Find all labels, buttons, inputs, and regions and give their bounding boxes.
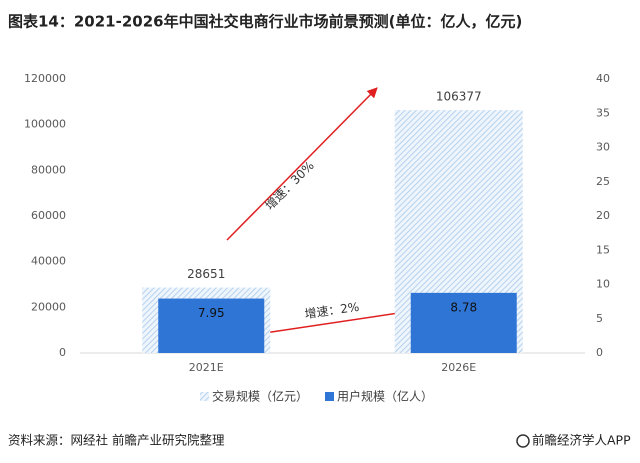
y2-tick-label: 40 xyxy=(596,72,610,85)
x-tick-label: 2021E xyxy=(189,361,224,374)
legend-swatch xyxy=(325,392,334,401)
credit: 前瞻经济学人APP xyxy=(532,433,631,448)
bar xyxy=(158,298,265,353)
annotation: 增速：30% xyxy=(263,159,317,213)
chart-title: 图表14：2021-2026年中国社交电商行业市场前景预测(单位：亿人，亿元) xyxy=(8,13,522,31)
bar xyxy=(410,292,517,353)
y2-tick-label: 35 xyxy=(596,106,610,119)
value-label: 106377 xyxy=(436,90,482,104)
legend-swatch xyxy=(200,392,209,401)
value-label: 28651 xyxy=(187,267,225,281)
value-label: 8.78 xyxy=(450,300,477,314)
y-tick-label: 100000 xyxy=(24,118,66,131)
y-tick-label: 40000 xyxy=(31,255,66,268)
y2-tick-label: 30 xyxy=(596,141,610,154)
y-tick-label: 120000 xyxy=(24,72,66,85)
y-tick-label: 80000 xyxy=(31,163,66,176)
arrow xyxy=(257,307,414,335)
y2-tick-label: 25 xyxy=(596,175,610,188)
legend-label: 交易规模（亿元） xyxy=(212,389,308,404)
y-tick-label: 20000 xyxy=(31,300,66,313)
source: 资料来源：网经社 前瞻产业研究院整理 xyxy=(8,433,225,448)
annotation: 增速：2% xyxy=(304,300,360,322)
y2-tick-label: 20 xyxy=(596,209,610,222)
y2-tick-label: 15 xyxy=(596,243,610,256)
y-tick-label: 0 xyxy=(59,346,66,359)
legend-label: 用户规模（亿人） xyxy=(337,389,433,404)
value-label: 7.95 xyxy=(198,306,225,320)
y2-tick-label: 10 xyxy=(596,278,610,291)
y2-tick-label: 5 xyxy=(596,312,603,325)
arrow xyxy=(226,87,378,241)
y2-tick-label: 0 xyxy=(596,346,603,359)
y-tick-label: 60000 xyxy=(31,209,66,222)
credit-icon xyxy=(516,434,530,448)
x-tick-label: 2026E xyxy=(441,361,476,374)
